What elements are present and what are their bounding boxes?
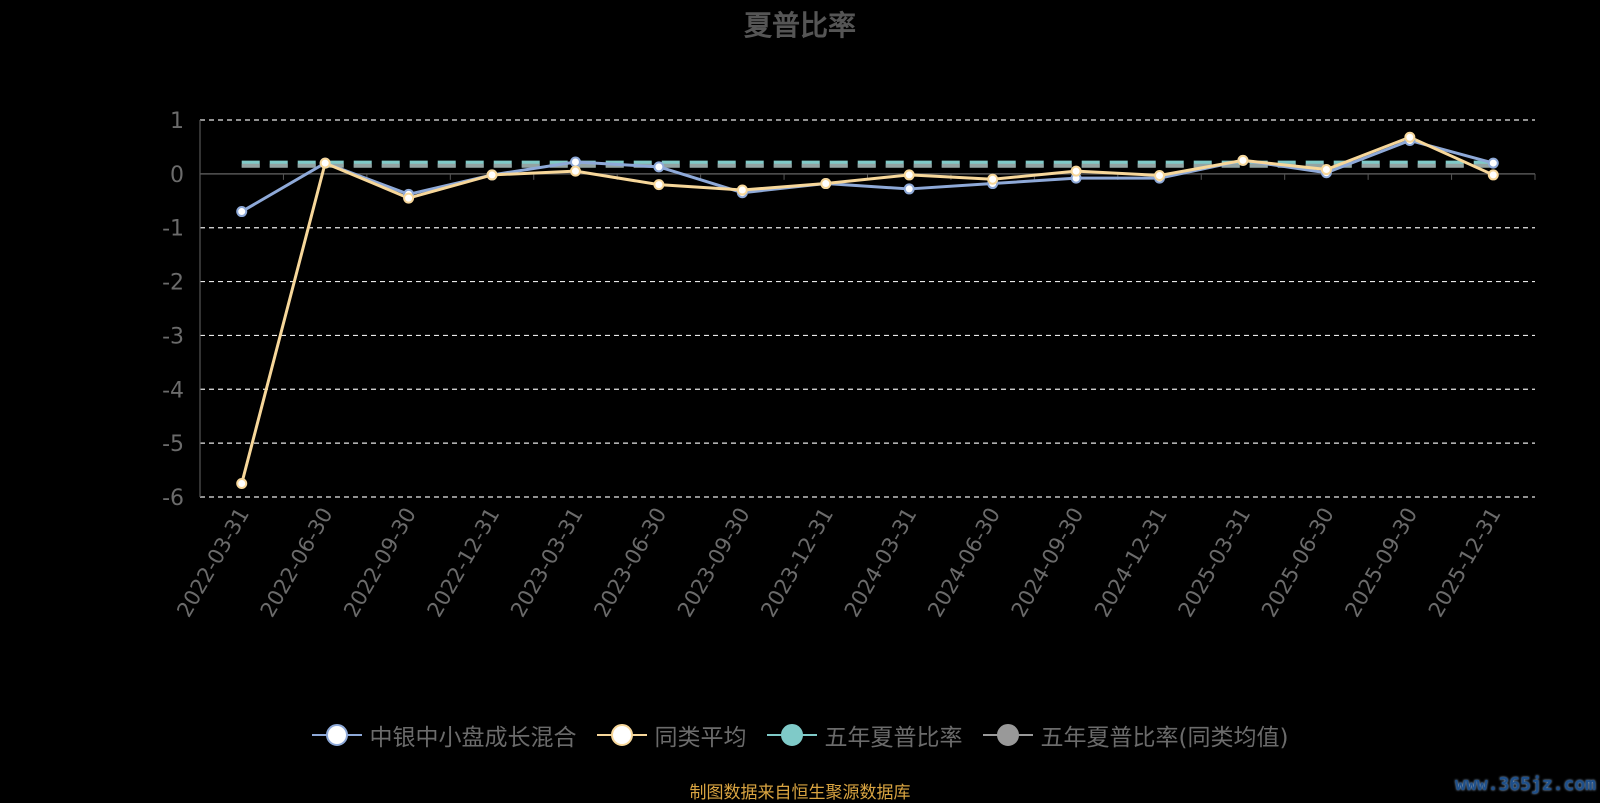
data-point-average xyxy=(569,165,581,177)
x-tick-label: 2025-09-30 xyxy=(1340,504,1422,622)
x-tick-label: 2023-03-31 xyxy=(506,504,588,622)
watermark: www.365jz.com xyxy=(1455,774,1596,795)
data-point-average xyxy=(653,179,665,191)
data-point-fund xyxy=(903,183,915,195)
chart-title: 夏普比率 xyxy=(743,9,856,42)
x-tick-label: 2025-12-31 xyxy=(1424,504,1506,622)
y-tick-label: -3 xyxy=(162,324,184,349)
legend-item-five-year-average[interactable]: 五年夏普比率(同类均值) xyxy=(982,718,1289,752)
data-point-average xyxy=(1070,165,1082,177)
data-source-note: 制图数据来自恒生聚源数据库 xyxy=(689,783,911,803)
x-tick-label: 2022-06-30 xyxy=(256,504,338,622)
data-point-average xyxy=(486,169,498,181)
data-point-average xyxy=(236,478,248,490)
data-point-average xyxy=(987,173,999,185)
y-tick-label: -1 xyxy=(162,217,184,242)
legend-label: 同类平均 xyxy=(654,725,747,751)
chart-legend: 中银中小盘成长混合 同类平均 五年夏普比率 五年夏普比率(同类均值) xyxy=(0,718,1600,752)
legend-marker-five-year xyxy=(766,724,817,746)
data-point-average xyxy=(1237,154,1249,166)
data-point-average xyxy=(1154,169,1166,181)
series-line-fund xyxy=(240,138,1494,213)
legend-circle xyxy=(610,724,633,746)
y-tick-label: -6 xyxy=(162,486,184,511)
legend-label: 中银中小盘成长混合 xyxy=(369,725,577,751)
legend-item-five-year[interactable]: 五年夏普比率 xyxy=(766,718,963,752)
x-tick-label: 2022-12-31 xyxy=(423,504,505,622)
legend-label: 五年夏普比率(同类均值) xyxy=(1040,725,1289,751)
x-tick-label: 2023-12-31 xyxy=(756,504,838,622)
x-tick-label: 2024-12-31 xyxy=(1090,504,1172,622)
legend-marker-fund xyxy=(311,724,362,746)
legend-label: 五年夏普比率 xyxy=(824,725,963,751)
y-tick-label: -5 xyxy=(162,432,184,457)
series-line-average xyxy=(240,135,1494,484)
legend-circle xyxy=(996,724,1019,746)
data-point-fund xyxy=(236,206,248,218)
x-tick-label: 2024-06-30 xyxy=(923,504,1005,622)
x-tick-label: 2025-06-30 xyxy=(1257,504,1339,622)
legend-marker-average xyxy=(596,724,647,746)
x-tick-label: 2025-03-31 xyxy=(1173,504,1255,622)
data-point-average xyxy=(1404,131,1416,143)
data-point-average xyxy=(1487,169,1499,181)
x-tick-label: 2024-09-30 xyxy=(1007,504,1089,622)
data-point-average xyxy=(903,169,915,181)
data-point-fund xyxy=(569,156,581,168)
data-point-average xyxy=(319,157,331,169)
data-point-average xyxy=(736,184,748,196)
x-tick-label: 2022-03-31 xyxy=(172,504,254,622)
x-tick-label: 2023-09-30 xyxy=(673,504,755,622)
data-point-fund xyxy=(1487,157,1499,169)
x-tick-label: 2024-03-31 xyxy=(840,504,922,622)
legend-circle xyxy=(780,724,803,746)
legend-marker-five-year-average xyxy=(982,724,1033,746)
data-point-average xyxy=(820,178,832,190)
legend-circle xyxy=(325,724,348,746)
data-point-fund xyxy=(653,161,665,173)
y-tick-label: 1 xyxy=(170,109,184,134)
y-tick-label: 0 xyxy=(170,163,184,188)
data-point-average xyxy=(1320,164,1332,176)
y-tick-label: -4 xyxy=(162,378,184,403)
legend-item-average[interactable]: 同类平均 xyxy=(596,718,747,752)
legend-item-fund[interactable]: 中银中小盘成长混合 xyxy=(311,718,577,752)
x-tick-label: 2023-06-30 xyxy=(589,504,671,622)
x-tick-label: 2022-09-30 xyxy=(339,504,421,622)
data-point-average xyxy=(403,192,415,204)
y-tick-label: -2 xyxy=(162,271,184,296)
